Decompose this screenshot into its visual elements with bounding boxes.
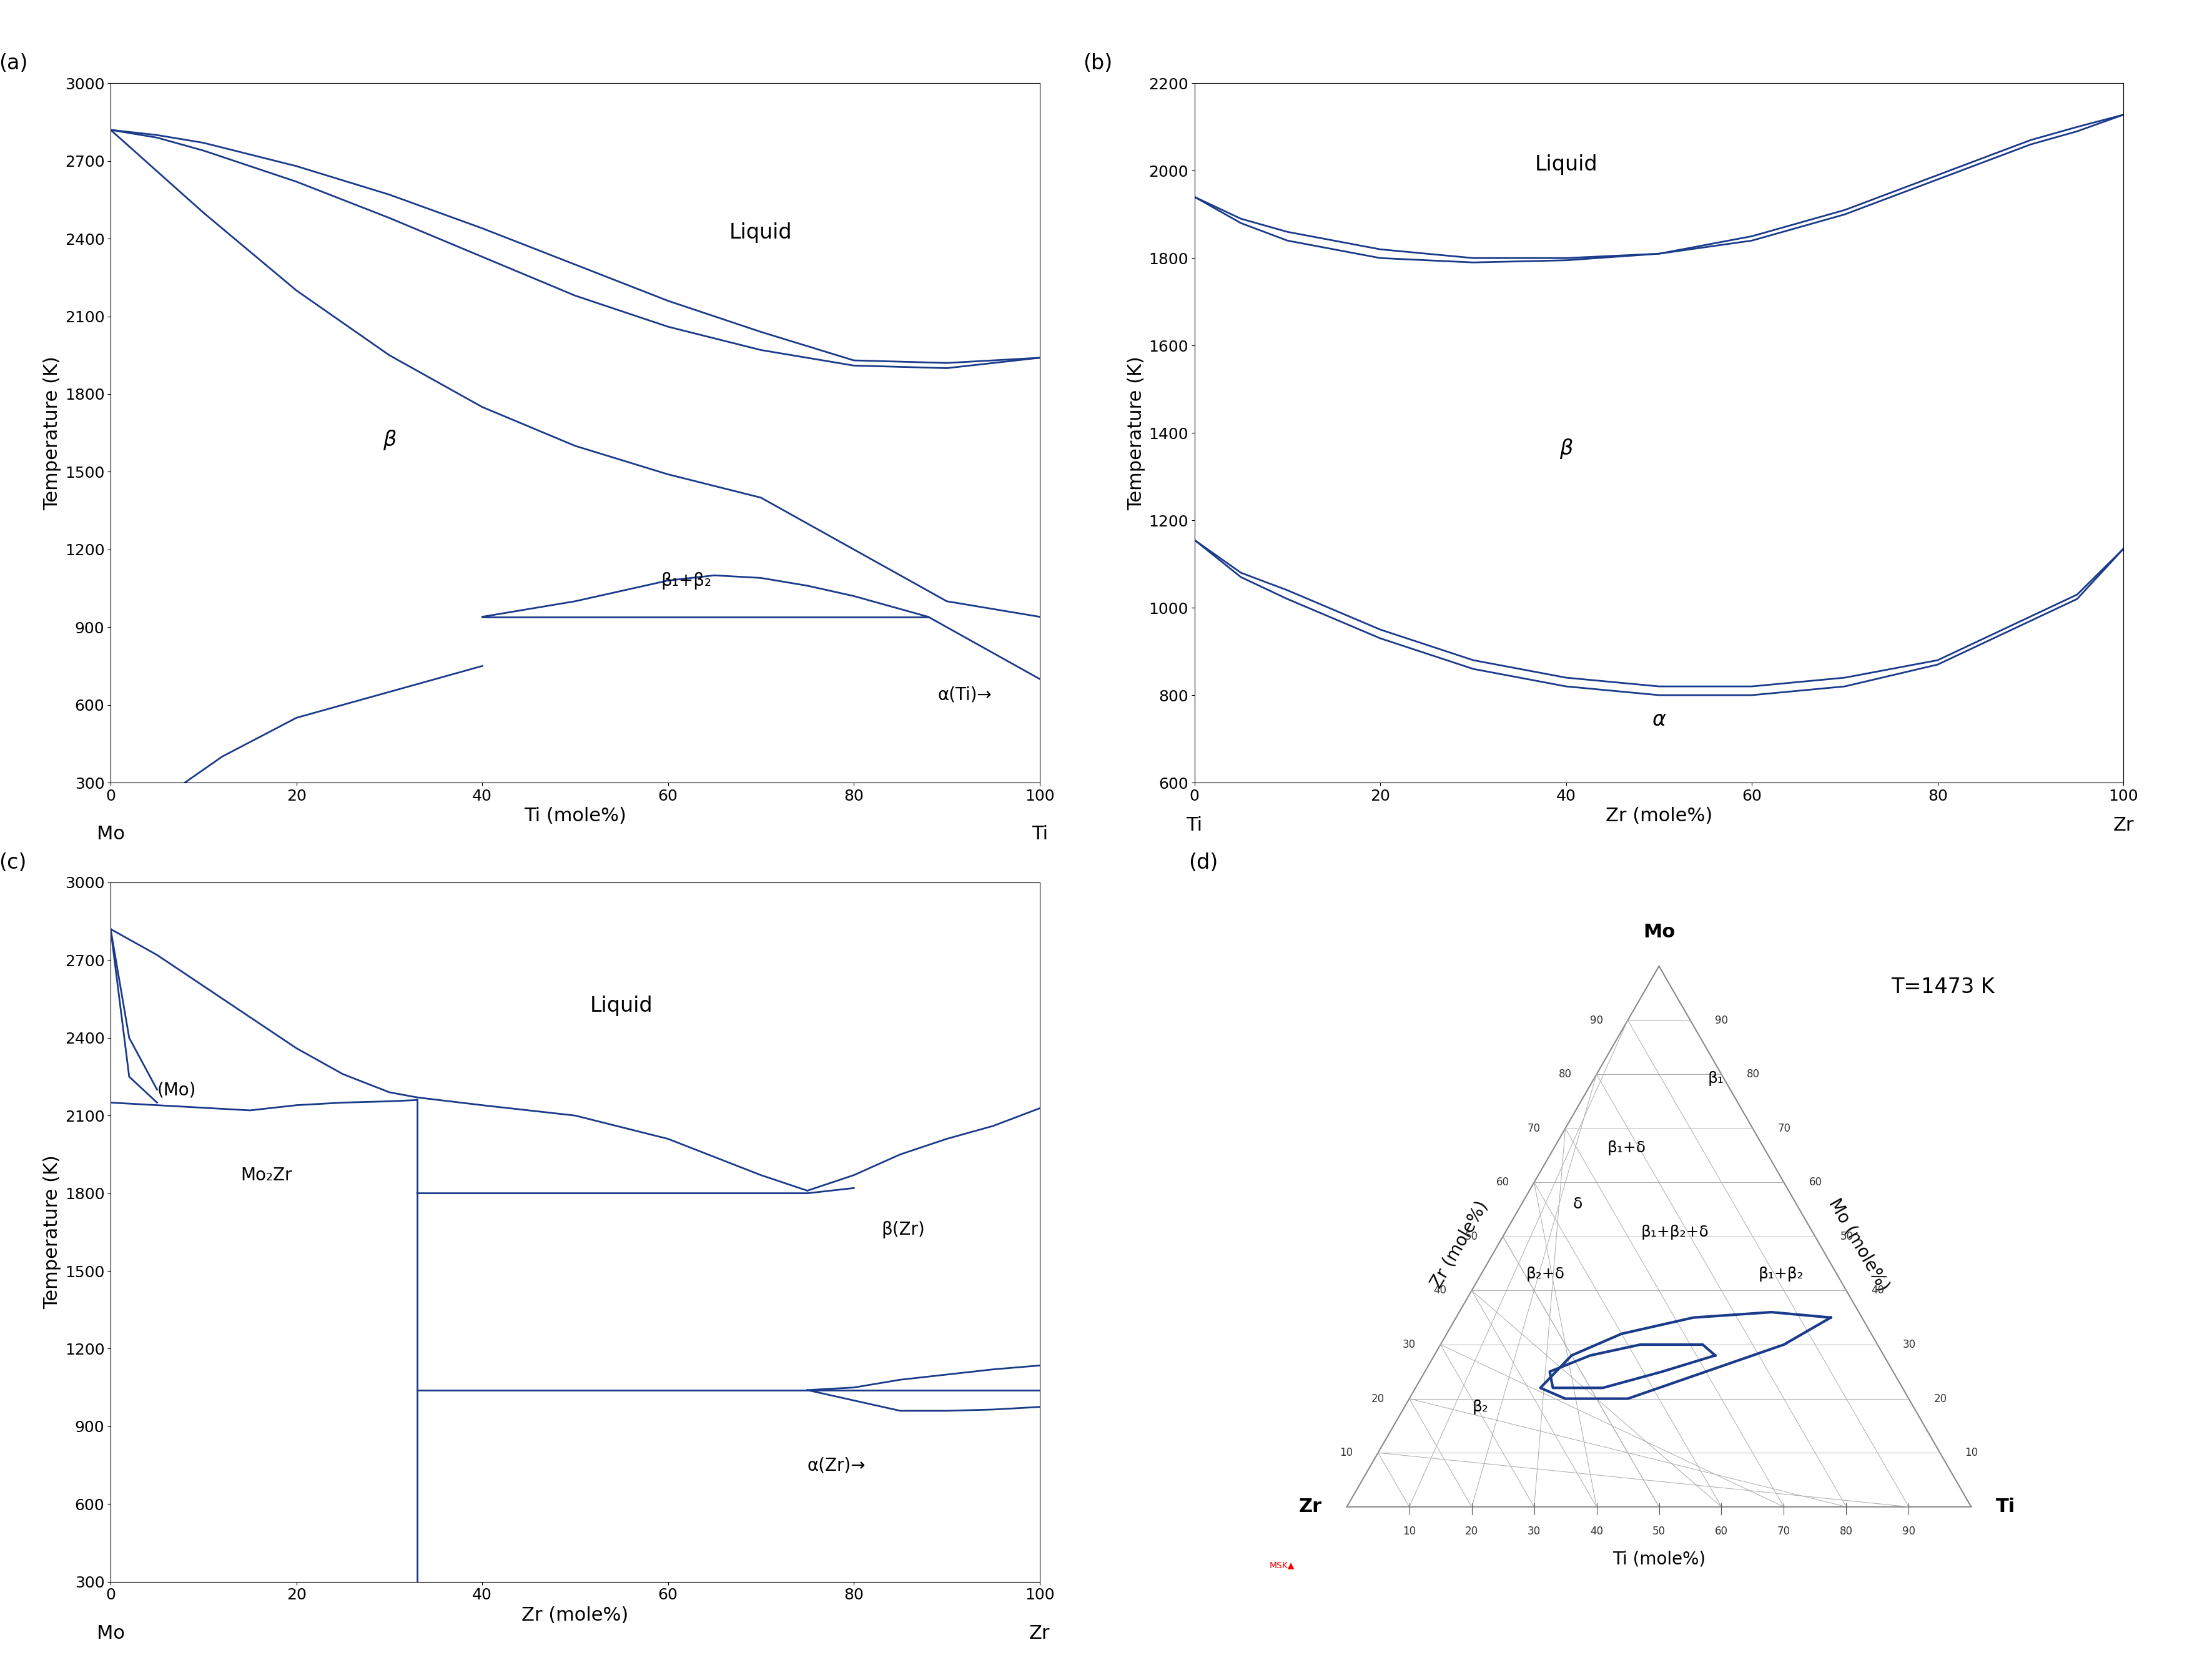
Text: 20: 20 — [1933, 1394, 1947, 1404]
Text: 50: 50 — [1652, 1525, 1666, 1537]
Text: 90: 90 — [1590, 1014, 1604, 1026]
Text: (d): (d) — [1188, 852, 1219, 872]
Text: 90: 90 — [1714, 1014, 1728, 1026]
Text: 30: 30 — [1528, 1525, 1542, 1537]
Text: β: β — [1559, 438, 1573, 460]
Text: Zr: Zr — [1298, 1499, 1323, 1515]
Text: 50: 50 — [1464, 1230, 1478, 1242]
Text: Ti: Ti — [1995, 1499, 2015, 1515]
Text: β₂: β₂ — [1473, 1399, 1489, 1415]
Text: Mo: Mo — [1644, 922, 1674, 941]
X-axis label: Zr (mole%): Zr (mole%) — [1606, 808, 1712, 826]
Y-axis label: Temperature (K): Temperature (K) — [1128, 356, 1146, 509]
Text: (c): (c) — [0, 852, 27, 872]
Text: 20: 20 — [1464, 1525, 1478, 1537]
Text: β₁+β₂: β₁+β₂ — [1759, 1267, 1803, 1282]
Text: Liquid: Liquid — [591, 996, 653, 1016]
Y-axis label: Temperature (K): Temperature (K) — [44, 356, 62, 509]
Text: 40: 40 — [1590, 1525, 1604, 1537]
Text: Mo₂Zr: Mo₂Zr — [241, 1167, 292, 1184]
Text: 60: 60 — [1809, 1177, 1823, 1189]
Text: 80: 80 — [1747, 1069, 1759, 1081]
Y-axis label: Temperature (K): Temperature (K) — [44, 1156, 62, 1309]
Text: β: β — [383, 430, 396, 450]
Text: 60: 60 — [1714, 1525, 1728, 1537]
Text: 10: 10 — [1402, 1525, 1416, 1537]
Text: Ti: Ti — [1031, 826, 1048, 842]
Text: 30: 30 — [1402, 1339, 1416, 1350]
Text: 80: 80 — [1840, 1525, 1854, 1537]
X-axis label: Zr (mole%): Zr (mole%) — [522, 1607, 628, 1625]
Text: 70: 70 — [1776, 1525, 1790, 1537]
Text: β₁+β₂+δ: β₁+β₂+δ — [1641, 1224, 1710, 1240]
Text: β₂+δ: β₂+δ — [1526, 1267, 1564, 1282]
Text: α(Ti)→: α(Ti)→ — [938, 686, 991, 703]
Text: Zr (mole%): Zr (mole%) — [1427, 1199, 1491, 1290]
Text: β(Zr): β(Zr) — [883, 1220, 925, 1239]
Text: Mo: Mo — [97, 1625, 124, 1642]
Text: Zr: Zr — [1029, 1625, 1051, 1642]
Text: Ti: Ti — [1186, 816, 1203, 834]
Text: β₁+β₂: β₁+β₂ — [661, 573, 712, 589]
Text: β₁: β₁ — [1708, 1071, 1723, 1086]
Text: 80: 80 — [1559, 1069, 1571, 1081]
Text: 60: 60 — [1495, 1177, 1509, 1189]
Text: Liquid: Liquid — [1535, 155, 1597, 175]
Text: (a): (a) — [0, 53, 29, 73]
Text: Zr: Zr — [2112, 816, 2135, 834]
Text: 70: 70 — [1526, 1122, 1540, 1134]
Text: (b): (b) — [1084, 53, 1113, 73]
Text: MSK▲: MSK▲ — [1270, 1560, 1294, 1570]
Text: 90: 90 — [1902, 1525, 1916, 1537]
Text: α: α — [1652, 709, 1666, 731]
Text: 10: 10 — [1964, 1447, 1978, 1459]
Text: Liquid: Liquid — [730, 223, 792, 243]
Text: 40: 40 — [1871, 1285, 1885, 1295]
Text: Mo: Mo — [97, 826, 124, 842]
Text: Ti (mole%): Ti (mole%) — [1613, 1550, 1705, 1568]
Text: 40: 40 — [1433, 1285, 1447, 1295]
Text: β₁+δ: β₁+δ — [1608, 1141, 1646, 1156]
Text: 50: 50 — [1840, 1230, 1854, 1242]
Text: (Mo): (Mo) — [157, 1081, 197, 1099]
Text: δ: δ — [1573, 1197, 1582, 1212]
Text: 10: 10 — [1340, 1447, 1354, 1459]
Text: 20: 20 — [1371, 1394, 1385, 1404]
Text: α(Zr)→: α(Zr)→ — [807, 1457, 865, 1474]
X-axis label: Ti (mole%): Ti (mole%) — [524, 808, 626, 826]
Text: Mo (mole%): Mo (mole%) — [1825, 1195, 1891, 1294]
Text: T=1473 K: T=1473 K — [1891, 977, 1995, 997]
Text: 30: 30 — [1902, 1339, 1916, 1350]
Text: 70: 70 — [1778, 1122, 1792, 1134]
